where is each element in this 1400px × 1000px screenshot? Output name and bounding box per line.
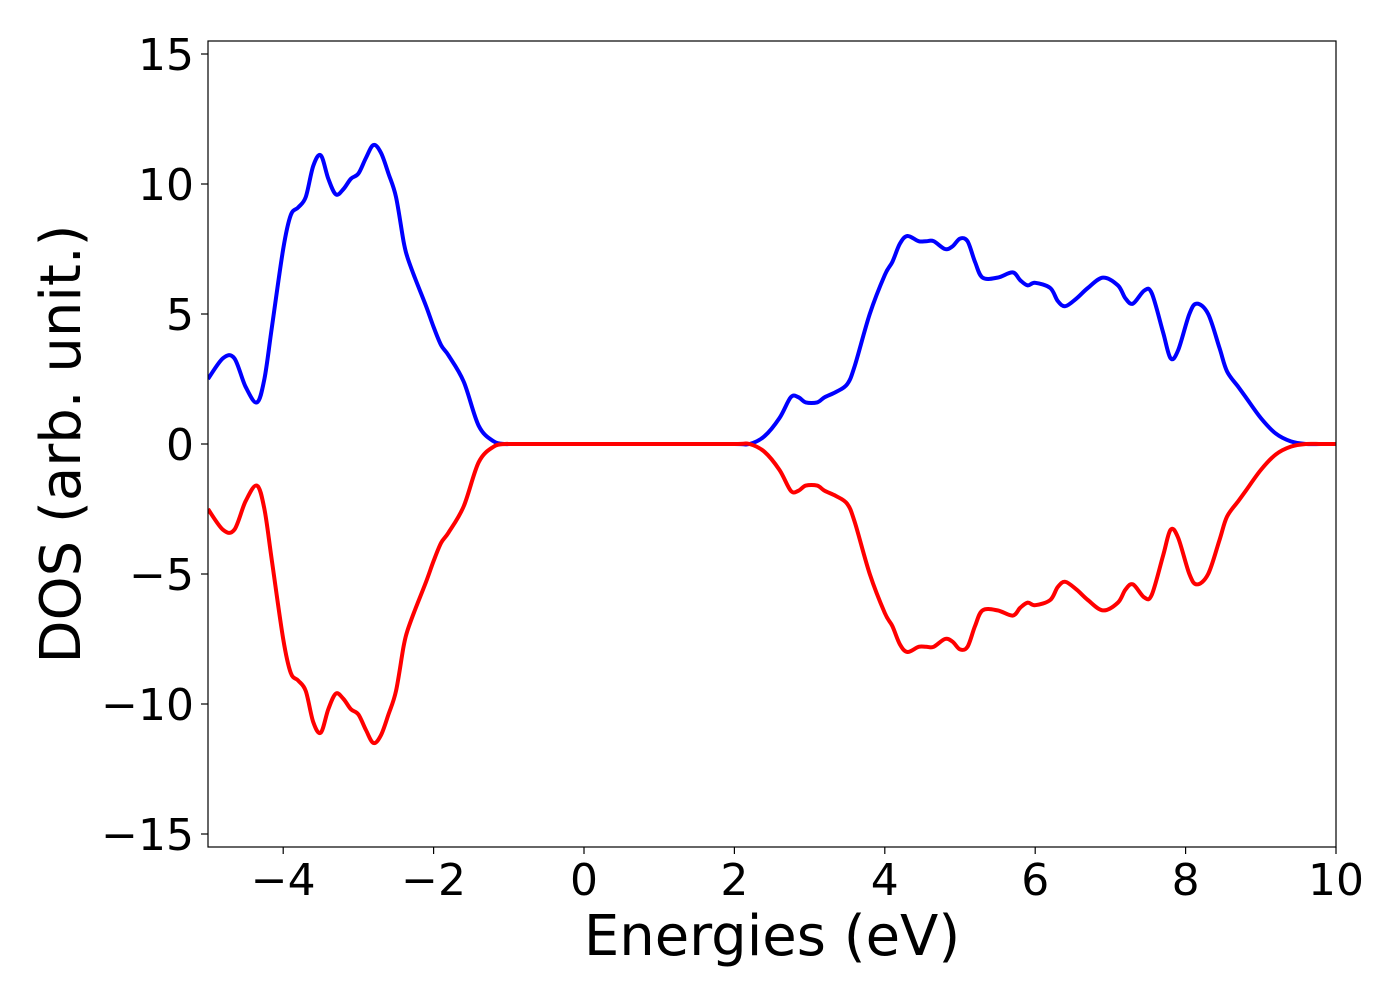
y-tick-label: 5 <box>166 290 194 341</box>
x-tick-label: 6 <box>1021 855 1049 906</box>
x-tick-label: −4 <box>251 855 316 906</box>
y-tick-label: 15 <box>138 30 194 81</box>
x-tick-label: −2 <box>401 855 466 906</box>
y-tick-label: 10 <box>138 160 194 211</box>
y-tick-label: −10 <box>101 680 194 731</box>
series-layer <box>208 142 1336 746</box>
y-axis-label: DOS (arb. unit.) <box>29 224 94 663</box>
y-tick-label: 0 <box>166 420 194 471</box>
spin-up-line <box>208 142 1336 447</box>
x-axis: −4 −2 0 2 4 6 8 10 <box>251 847 1364 906</box>
x-tick-label: 4 <box>871 855 899 906</box>
y-tick-label: −5 <box>129 550 194 601</box>
y-tick-label: −15 <box>101 810 194 861</box>
x-tick-label: 8 <box>1172 855 1200 906</box>
x-axis-label: Energies (eV) <box>584 904 960 969</box>
spin-down-line <box>208 441 1336 746</box>
x-tick-label: 2 <box>720 855 748 906</box>
x-tick-label: 0 <box>570 855 598 906</box>
plot-frame <box>207 40 1337 848</box>
x-tick-label: 10 <box>1308 855 1364 906</box>
y-axis: −15 −10 −5 0 5 10 15 <box>101 30 208 861</box>
